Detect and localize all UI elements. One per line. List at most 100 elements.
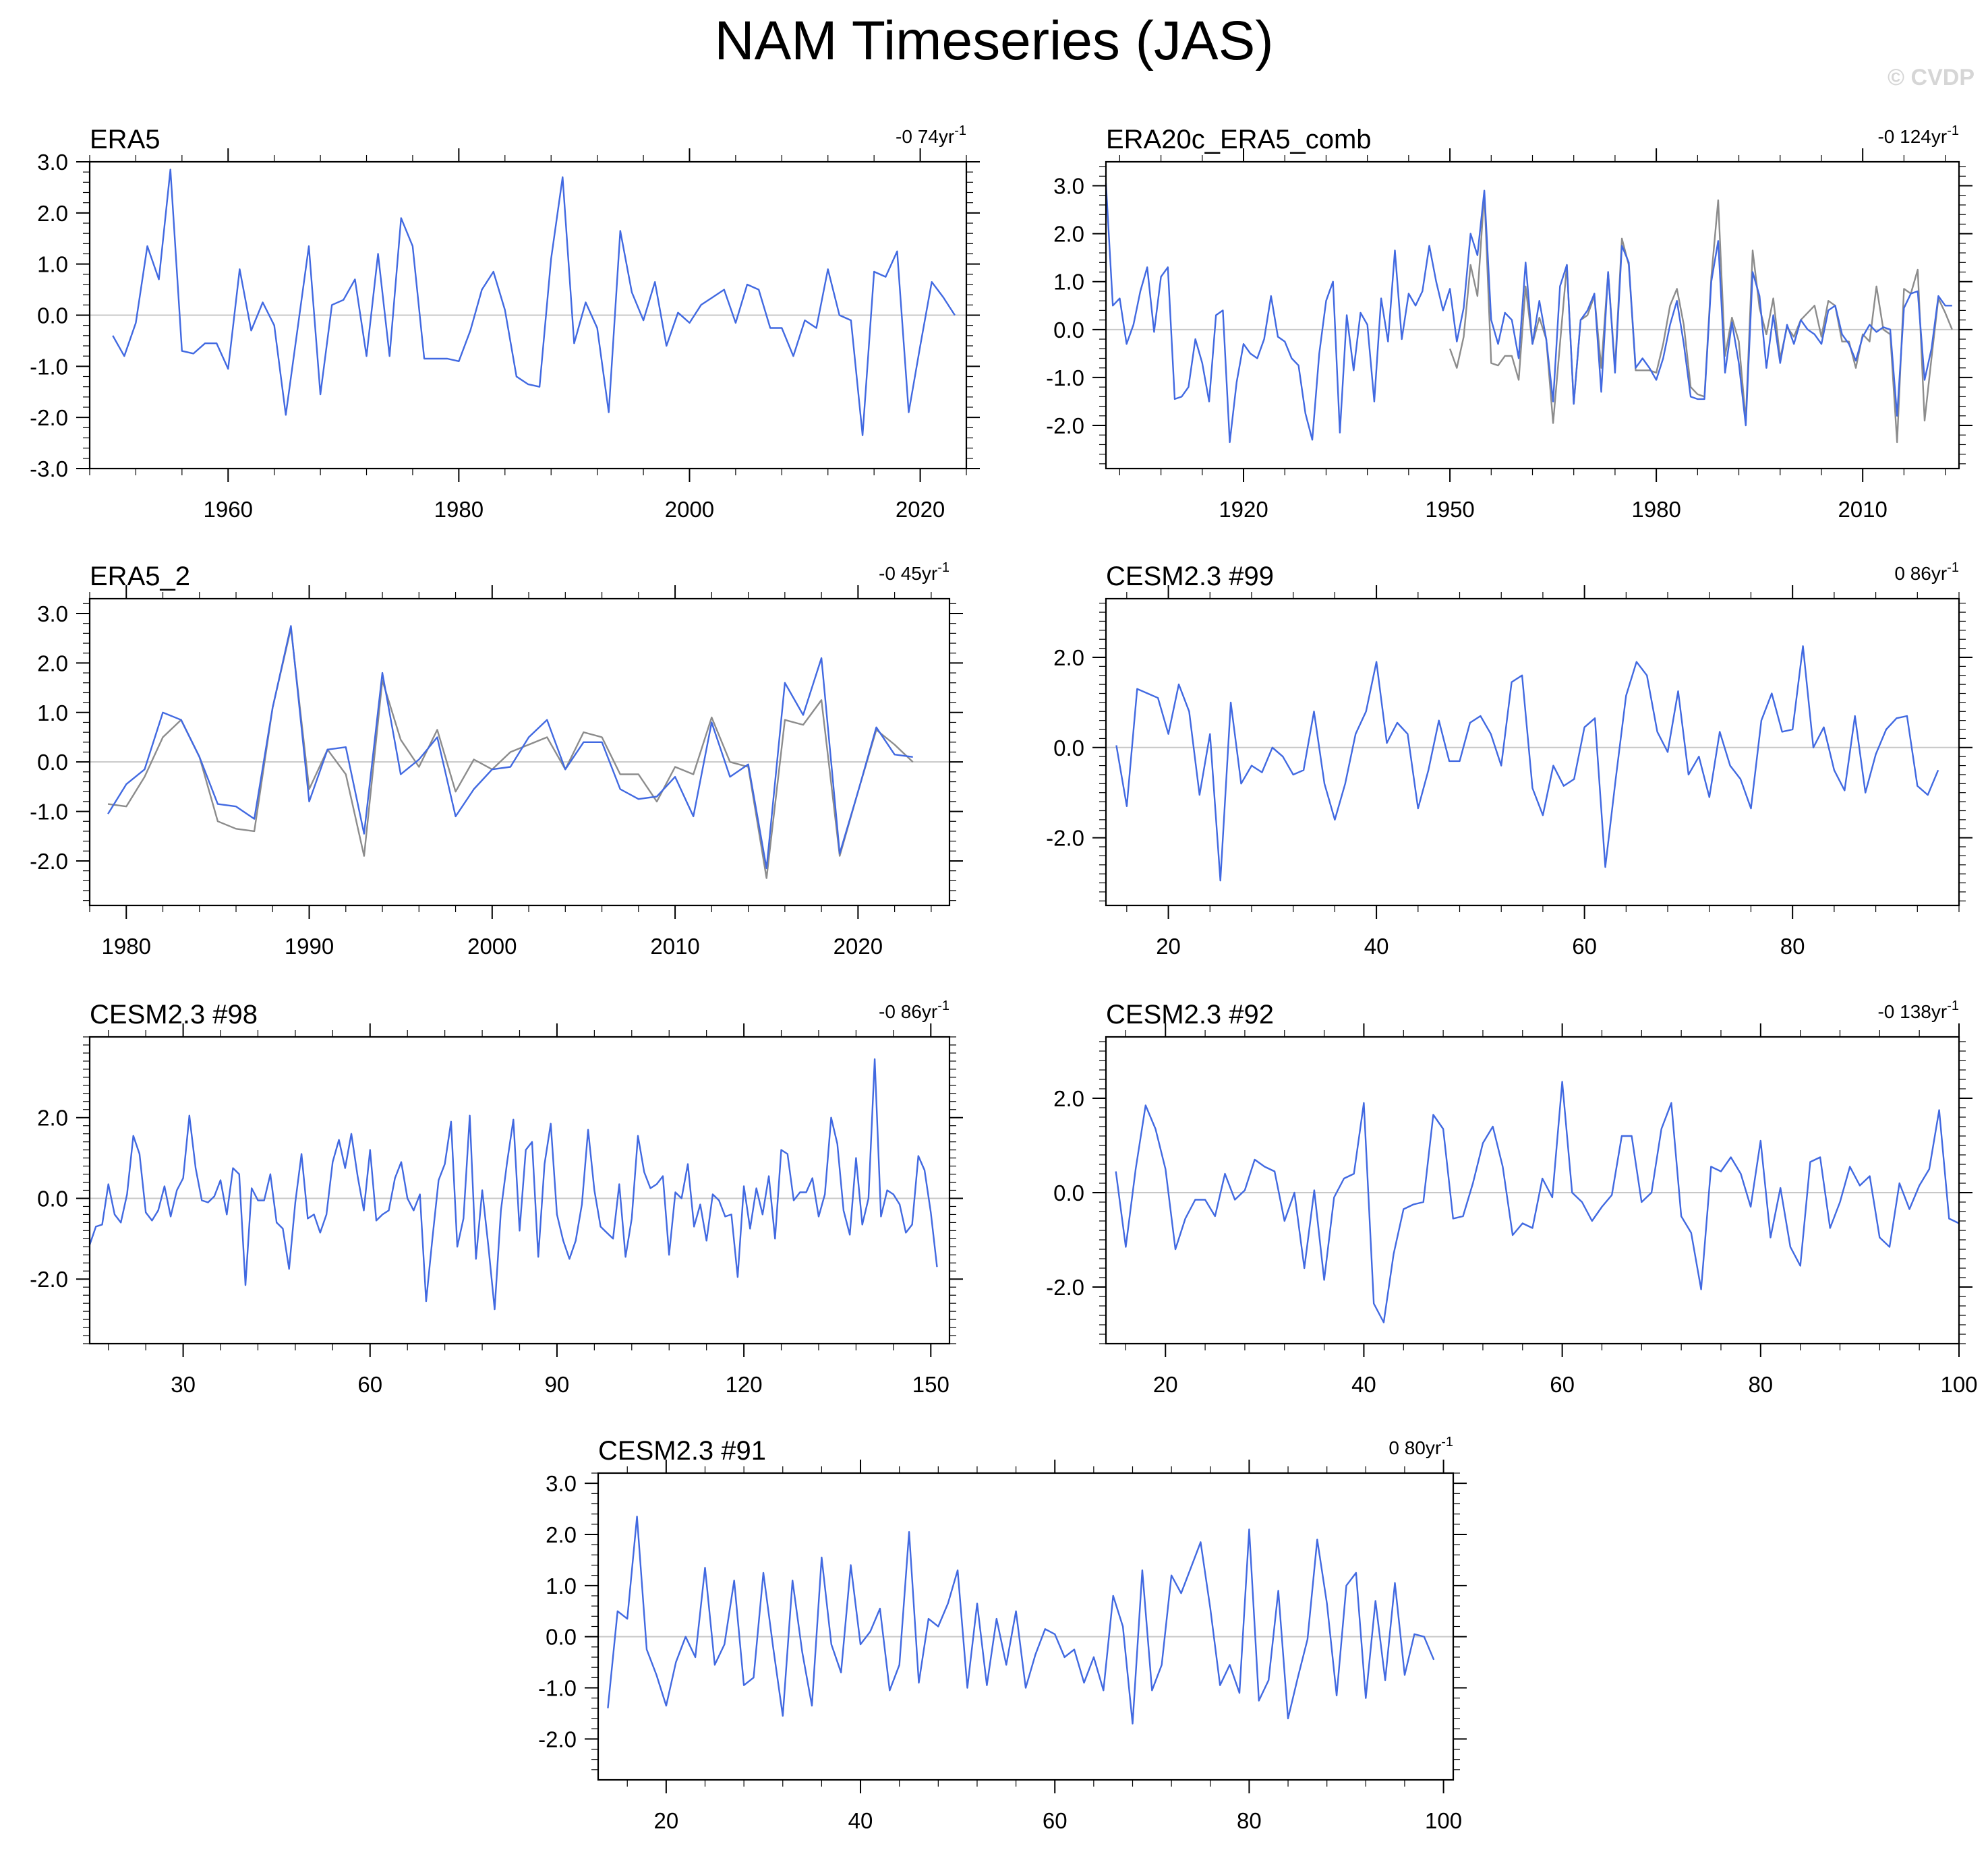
x-tick-label: 1920 [1219, 497, 1268, 522]
x-tick-label: 40 [1364, 934, 1389, 959]
y-tick-label: -1.0 [30, 354, 68, 379]
y-tick-label: 2.0 [37, 1106, 68, 1131]
y-tick-label: -1.0 [30, 800, 68, 825]
y-tick-label: 0.0 [1053, 736, 1084, 760]
panel-label: ERA5_2 [90, 562, 190, 591]
plot-frame [88, 1036, 951, 1345]
series-line-1 [1115, 645, 1939, 882]
plot-frame [597, 1472, 1455, 1781]
trend-label: -0 138yr-1 [1877, 998, 1959, 1022]
x-tick-label: 20 [1153, 1372, 1178, 1397]
panel-6: CESM2.3 #92 -0 138yr-1 -2.0 0.0 2.0 20 40 60 80 1… [1046, 998, 1977, 1397]
y-tick-label: -1.0 [538, 1676, 577, 1701]
panel-label: ERA5 [90, 125, 160, 154]
y-tick-label: -2.0 [30, 1267, 68, 1292]
x-tick-label: 2010 [1838, 497, 1887, 522]
x-tick-label: 100 [1940, 1372, 1977, 1397]
x-tick-label: 1950 [1425, 497, 1474, 522]
series-line-2 [107, 625, 913, 870]
trend-label: 0 80yr-1 [1388, 1435, 1453, 1458]
y-tick-label: 0.0 [37, 1186, 68, 1211]
copyright-watermark: © CVDP [1888, 65, 1975, 90]
x-tick-label: 20 [1156, 934, 1181, 959]
panel-2: ERA20c_ERA5_comb -0 124yr-1 -2.0 -1.0 0.0 1.0… [1046, 123, 1972, 522]
x-tick-label: 2010 [650, 934, 699, 959]
series-line-1 [88, 1058, 938, 1311]
panel-label: CESM2.3 #92 [1106, 1000, 1274, 1029]
x-tick-label: 90 [545, 1372, 570, 1397]
x-tick-label: 60 [1550, 1372, 1575, 1397]
x-tick-label: 80 [1237, 1808, 1262, 1833]
y-tick-label: 0.0 [1053, 1181, 1084, 1205]
trend-label: -0 86yr-1 [879, 998, 949, 1022]
x-tick-label: 80 [1748, 1372, 1773, 1397]
panel-label: ERA20c_ERA5_comb [1106, 125, 1372, 154]
y-tick-label: 2.0 [1053, 222, 1084, 247]
trend-label: -0 124yr-1 [1877, 123, 1959, 147]
x-tick-label: 80 [1780, 934, 1805, 959]
y-tick-label: 1.0 [546, 1574, 577, 1599]
x-tick-label: 40 [848, 1808, 873, 1833]
panel-1: ERA5 -0 74yr-1 -3.0 -2.0 -1.0 0.0 1.0 2.0 3.0 196… [30, 123, 980, 522]
x-tick-label: 60 [357, 1372, 382, 1397]
y-tick-label: -2.0 [1046, 1275, 1084, 1300]
series-line-1 [107, 627, 914, 879]
x-tick-label: 120 [726, 1372, 763, 1397]
x-tick-label: 60 [1572, 934, 1597, 959]
y-tick-label: 3.0 [1053, 174, 1084, 199]
y-tick-label: 0.0 [546, 1625, 577, 1650]
x-tick-label: 2000 [467, 934, 517, 959]
plot-frame [88, 597, 951, 907]
y-tick-label: 1.0 [1053, 270, 1084, 295]
x-tick-label: 100 [1425, 1808, 1462, 1833]
x-tick-label: 2020 [896, 497, 945, 522]
series-line-1 [112, 169, 956, 436]
x-tick-label: 1960 [204, 497, 253, 522]
x-tick-label: 150 [912, 1372, 949, 1397]
series-line-1 [1449, 192, 1953, 444]
trend-label: -0 74yr-1 [896, 123, 966, 147]
y-tick-label: 1.0 [37, 252, 68, 277]
trend-label: 0 86yr-1 [1894, 560, 1959, 584]
x-tick-label: 1980 [434, 497, 484, 522]
x-tick-label: 1990 [285, 934, 334, 959]
x-tick-label: 2000 [665, 497, 714, 522]
y-tick-label: 3.0 [37, 601, 68, 626]
y-tick-label: -2.0 [538, 1727, 577, 1752]
trend-label: -0 45yr-1 [879, 560, 949, 584]
y-tick-label: -2.0 [1046, 826, 1084, 851]
plot-frame [1105, 1036, 1960, 1345]
plot-frame [1105, 597, 1960, 907]
y-tick-label: 2.0 [1053, 1086, 1084, 1111]
plot-frame [88, 160, 968, 470]
x-tick-label: 30 [171, 1372, 196, 1397]
y-tick-label: -2.0 [30, 849, 68, 874]
y-tick-label: 2.0 [1053, 645, 1084, 670]
x-tick-label: 20 [654, 1808, 679, 1833]
x-tick-label: 40 [1351, 1372, 1376, 1397]
y-tick-label: -2.0 [30, 405, 68, 430]
panel-7: CESM2.3 #91 0 80yr-1 -2.0 -1.0 0.0 1.0 2.0 3.0 2… [538, 1435, 1467, 1833]
y-tick-label: 2.0 [37, 201, 68, 226]
series-line-1 [1115, 1081, 1960, 1323]
x-tick-label: 1980 [1631, 497, 1680, 522]
panel-5: CESM2.3 #98 -0 86yr-1 -2.0 0.0 2.0 30 60 90 120 1… [30, 998, 963, 1397]
y-tick-label: -1.0 [1046, 365, 1084, 390]
plot-frame [1105, 160, 1960, 470]
y-tick-label: 0.0 [1053, 318, 1084, 342]
y-tick-label: 2.0 [37, 651, 68, 676]
x-tick-label: 60 [1043, 1808, 1068, 1833]
panel-label: CESM2.3 #91 [598, 1436, 766, 1466]
series-line-2 [1105, 183, 1952, 444]
y-tick-label: 2.0 [546, 1522, 577, 1547]
y-tick-label: 0.0 [37, 750, 68, 775]
y-tick-label: -2.0 [1046, 413, 1084, 438]
y-tick-label: 0.0 [37, 303, 68, 328]
y-tick-label: -3.0 [30, 456, 68, 481]
y-tick-label: 3.0 [37, 150, 68, 175]
page-title: NAM Timeseries (JAS) [714, 10, 1274, 71]
y-tick-label: 3.0 [546, 1471, 577, 1496]
x-tick-label: 1980 [102, 934, 151, 959]
y-tick-label: 1.0 [37, 700, 68, 725]
